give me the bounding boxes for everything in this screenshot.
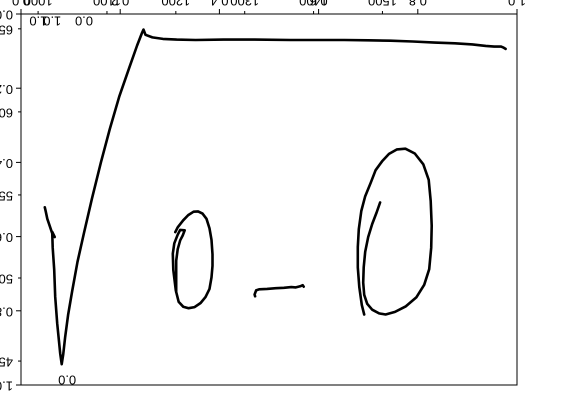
extra-tick-label: 1.0 bbox=[43, 14, 61, 29]
x2-tick-label: 1300 bbox=[230, 0, 259, 9]
axis-tick-labels: 0.0 0.2 0.4 0.6 0.8 1.0 1000 1100 1200 1300 1400 15… bbox=[0, 0, 526, 394]
y2-tick-label: 4500 bbox=[0, 355, 13, 370]
x-tick-label: 1.0 bbox=[508, 0, 526, 9]
series-line bbox=[253, 283, 306, 298]
x-tick-label: 0.2 bbox=[111, 0, 129, 9]
extra-tick-label: 0.0 bbox=[75, 14, 93, 29]
y-tick-label: 0.2 bbox=[0, 82, 13, 97]
x-tick-label: 0.6 bbox=[310, 0, 328, 9]
extra-tick-label: 1.0 bbox=[29, 14, 47, 29]
series-line bbox=[43, 28, 507, 366]
x2-tick-label: 1200 bbox=[161, 0, 190, 9]
series-layer bbox=[43, 28, 507, 366]
y-tick-label: 0.6 bbox=[0, 230, 13, 245]
plot-frame bbox=[20, 13, 518, 386]
axis-ticks bbox=[16, 9, 518, 386]
y2-tick-label: 5500 bbox=[0, 189, 13, 204]
x2-tick-label: 1500 bbox=[368, 0, 397, 9]
series-line bbox=[356, 147, 433, 316]
series-line bbox=[171, 210, 214, 310]
y-tick-label: 0.0 bbox=[0, 8, 13, 23]
x2-tick-label: 1000 bbox=[24, 0, 53, 9]
x-tick-label: 0.8 bbox=[409, 0, 427, 9]
y-tick-label: 0.8 bbox=[0, 304, 13, 319]
mirrored-figure: 0.0 0.2 0.4 0.6 0.8 1.0 1000 1100 1200 1300 1400 15… bbox=[0, 0, 526, 394]
x-tick-label: 0.0 bbox=[12, 0, 30, 9]
y2-tick-label: 6000 bbox=[0, 105, 13, 120]
x2-tick-label: 1400 bbox=[299, 0, 328, 9]
y-tick-label: 0.4 bbox=[0, 156, 13, 171]
y2-tick-label: 6500 bbox=[0, 22, 13, 37]
x-tick-label: 0.4 bbox=[210, 0, 228, 9]
x2-tick-label: 1100 bbox=[93, 0, 121, 9]
y-tick-label: 1.0 bbox=[0, 379, 13, 394]
extra-tick-label: 0.0 bbox=[58, 373, 76, 388]
